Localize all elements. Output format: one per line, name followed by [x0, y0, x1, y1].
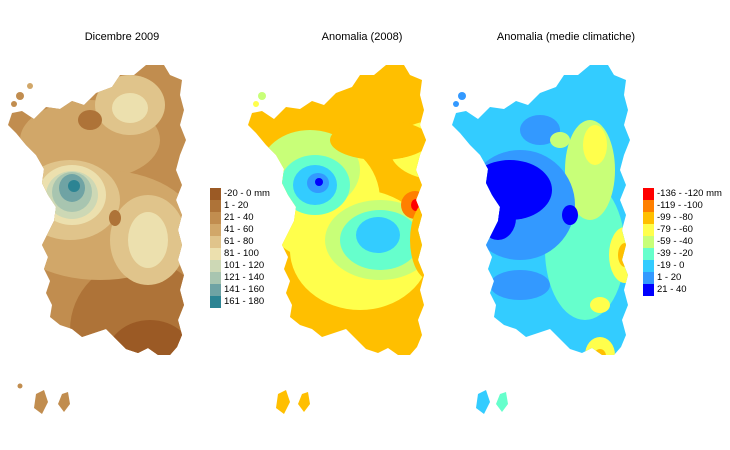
map-anomaly-climate	[452, 65, 630, 414]
legend-dec-label: 61 - 80	[224, 236, 254, 247]
legend-dec-entry: 101 - 120	[210, 260, 270, 272]
legend-dec-swatch	[210, 260, 221, 272]
legend-clim-label: -19 - 0	[657, 260, 685, 271]
legend-clim-swatch	[643, 284, 654, 296]
legend-dec-entry: 61 - 80	[210, 236, 270, 248]
legend-dec-entry: 1 - 20	[210, 200, 270, 212]
legend-clim-swatch	[643, 236, 654, 248]
legend-dec-swatch	[210, 272, 221, 284]
legend-dec-swatch	[210, 212, 221, 224]
legend-dec-entry: 121 - 140	[210, 272, 270, 284]
legend-dec-swatch	[210, 188, 221, 200]
legend-december-2009: -20 - 0 mm 1 - 20 21 - 40 41 - 60 61 - 80 81 …	[210, 188, 270, 308]
legend-clim-label: -136 - -120 mm	[657, 188, 722, 199]
legend-dec-label: 1 - 20	[224, 200, 249, 211]
legend-clim-swatch	[643, 212, 654, 224]
legend-dec-swatch	[210, 296, 221, 308]
legend-clim-entry: -119 - -100	[643, 200, 722, 212]
legend-clim-label: -99 - -80	[657, 212, 693, 223]
legend-clim-swatch	[643, 224, 654, 236]
legend-clim-label: -39 - -20	[657, 248, 693, 259]
map-anomaly-2008	[248, 65, 426, 414]
legend-clim-swatch	[643, 248, 654, 260]
legend-clim-entry: -19 - 0	[643, 260, 722, 272]
legend-dec-swatch	[210, 224, 221, 236]
map-title-anomaly-2008: Anomalia (2008)	[321, 31, 403, 43]
legend-anomaly-climate: -136 - -120 mm -119 - -100 -99 - -80 -79 - …	[643, 188, 722, 296]
legend-dec-entry: 21 - 40	[210, 212, 270, 224]
legend-dec-swatch	[210, 200, 221, 212]
legend-clim-entry: -79 - -60	[643, 224, 722, 236]
legend-dec-swatch	[210, 248, 221, 260]
legend-clim-label: -119 - -100	[657, 200, 703, 211]
legend-dec-label: 41 - 60	[224, 224, 254, 235]
legend-clim-swatch	[643, 260, 654, 272]
legend-dec-label: -20 - 0 mm	[224, 188, 270, 199]
legend-dec-swatch	[210, 236, 221, 248]
map-title-anomaly-climate: Anomalia (medie climatiche)	[496, 31, 636, 43]
legend-clim-swatch	[643, 272, 654, 284]
legend-dec-entry: -20 - 0 mm	[210, 188, 270, 200]
legend-dec-label: 81 - 100	[224, 248, 259, 259]
legend-dec-swatch	[210, 284, 221, 296]
map-december-2009	[8, 65, 186, 414]
legend-dec-label: 161 - 180	[224, 296, 265, 307]
legend-dec-entry: 141 - 160	[210, 284, 270, 296]
legend-clim-label: -59 - -40	[657, 236, 693, 247]
legend-dec-entry: 41 - 60	[210, 224, 270, 236]
legend-dec-label: 141 - 160	[224, 284, 265, 295]
map-title-december-2009: Dicembre 2009	[84, 31, 160, 43]
legend-clim-label: 21 - 40	[657, 284, 687, 295]
legend-clim-entry: -59 - -40	[643, 236, 722, 248]
legend-clim-entry: -99 - -80	[643, 212, 722, 224]
legend-clim-swatch	[643, 188, 654, 200]
legend-clim-swatch	[643, 200, 654, 212]
legend-clim-entry: 1 - 20	[643, 272, 722, 284]
legend-clim-entry: -39 - -20	[643, 248, 722, 260]
legend-clim-entry: 21 - 40	[643, 284, 722, 296]
legend-clim-label: -79 - -60	[657, 224, 693, 235]
legend-clim-label: 1 - 20	[657, 272, 682, 283]
legend-dec-entry: 81 - 100	[210, 248, 270, 260]
legend-dec-label: 101 - 120	[224, 260, 265, 271]
legend-dec-label: 121 - 140	[224, 272, 265, 283]
legend-dec-entry: 161 - 180	[210, 296, 270, 308]
legend-clim-entry: -136 - -120 mm	[643, 188, 722, 200]
legend-dec-label: 21 - 40	[224, 212, 254, 223]
